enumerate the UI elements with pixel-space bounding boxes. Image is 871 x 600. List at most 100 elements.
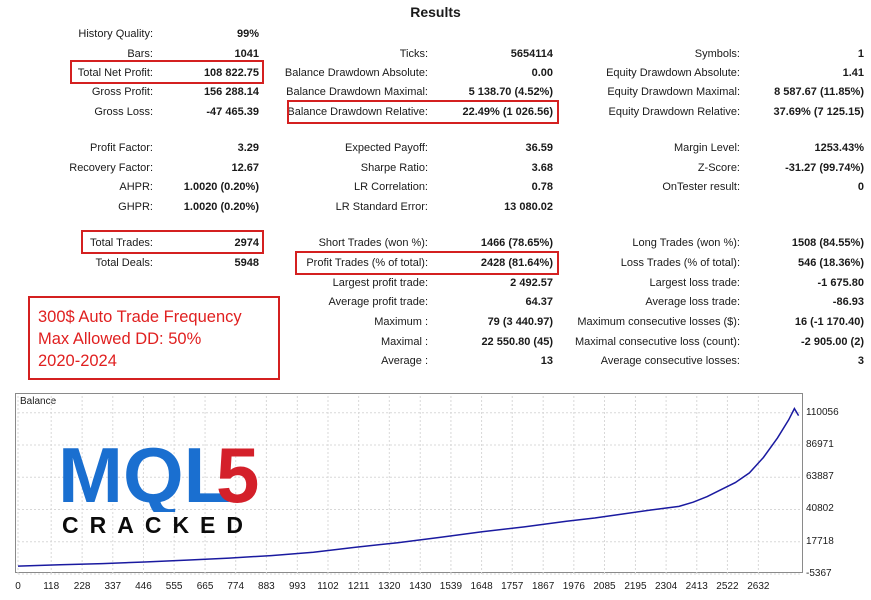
ahpr-label: AHPR:	[119, 181, 153, 193]
avg-consec-losses-value: 3	[857, 355, 864, 367]
margin-level-value: 1253.43%	[814, 142, 864, 154]
total-deals-value: 5948	[234, 257, 259, 269]
promo-line-2: Max Allowed DD: 50%	[38, 330, 202, 348]
ahpr-value: 1.0020 (0.20%)	[183, 181, 259, 193]
equity-dd-abs-value: 1.41	[842, 67, 864, 79]
x-tick-label: 2085	[593, 581, 616, 592]
equity-dd-rel-value: 37.69% (7 125.15)	[773, 106, 864, 118]
x-tick-label: 1320	[378, 581, 401, 592]
x-tick-label: 1211	[347, 581, 370, 592]
promo-box: 300$ Auto Trade Frequency Max Allowed DD…	[28, 296, 280, 380]
total-trades-label: Total Trades:	[90, 237, 153, 249]
equity-dd-max-label: Equity Drawdown Maximal:	[607, 86, 740, 98]
total-trades-value: 2974	[234, 237, 259, 249]
profit-factor-label: Profit Factor:	[90, 142, 153, 154]
max-consec-wins-label: Maximum :	[374, 316, 428, 328]
promo-line-1: 300$ Auto Trade Frequency	[38, 308, 242, 326]
maximal-consec-profit-label: Maximal :	[380, 336, 428, 348]
x-tick-label: 2413	[685, 581, 708, 592]
recovery-factor-value: 12.67	[231, 162, 259, 174]
x-tick-label: 118	[43, 581, 60, 592]
y-tick-label: 86971	[806, 438, 834, 450]
mql5-logo-text-red: 5	[216, 440, 259, 512]
total-net-profit-label: Total Net Profit:	[77, 67, 153, 79]
lr-std-error-label: LR Standard Error:	[335, 201, 428, 213]
mql5-logo-text-blue: MQL	[58, 440, 231, 512]
balance-chart-frame	[15, 393, 803, 573]
expected-payoff-label: Expected Payoff:	[345, 142, 428, 154]
history-quality-value: 99%	[236, 28, 259, 40]
balance-dd-abs-value: 0.00	[531, 67, 553, 79]
avg-consec-wins-value: 13	[540, 355, 553, 367]
largest-loss-trade-value: -1 675.80	[817, 277, 864, 289]
loss-trades-value: 546 (18.36%)	[797, 257, 864, 269]
loss-trades-label: Loss Trades (% of total):	[620, 257, 740, 269]
max-consec-losses-label: Maximum consecutive losses ($):	[577, 316, 740, 328]
mql5-logo: MQL 5	[58, 440, 259, 512]
x-tick-label: 1757	[501, 581, 524, 592]
gross-profit-label: Gross Profit:	[91, 86, 153, 98]
gross-loss-label: Gross Loss:	[94, 106, 153, 118]
chart-title: Balance	[20, 396, 57, 407]
ghpr-label: GHPR:	[118, 201, 153, 213]
max-consec-wins-value: 79 (3 440.97)	[487, 316, 553, 328]
sharpe-ratio-value: 3.68	[531, 162, 553, 174]
y-tick-label: 63887	[806, 471, 834, 483]
total-net-profit-value: 108 822.75	[203, 67, 259, 79]
balance-dd-rel-value: 22.49% (1 026.56)	[462, 106, 553, 118]
x-tick-label: 665	[196, 581, 214, 592]
short-trades-label: Short Trades (won %):	[318, 237, 428, 249]
profit-factor-value: 3.29	[237, 142, 259, 154]
balance-dd-max-label: Balance Drawdown Maximal:	[286, 86, 428, 98]
symbols-label: Symbols:	[694, 48, 740, 60]
y-tick-label: -5367	[806, 568, 832, 579]
sharpe-ratio-label: Sharpe Ratio:	[360, 162, 428, 174]
margin-level-label: Margin Level:	[673, 142, 740, 154]
profit-trades-label: Profit Trades (% of total):	[306, 257, 428, 269]
z-score-value: -31.27 (99.74%)	[785, 162, 864, 174]
promo-line-3: 2020-2024	[38, 352, 117, 370]
x-tick-label: 1867	[532, 581, 555, 592]
cracked-subtitle: CRACKED	[62, 512, 254, 538]
y-tick-label: 40802	[806, 503, 834, 515]
lr-std-error-value: 13 080.02	[504, 201, 553, 213]
expected-payoff-value: 36.59	[525, 142, 553, 154]
ticks-value: 5654114	[510, 48, 553, 60]
profit-trades-value: 2428 (81.64%)	[480, 257, 553, 269]
symbols-value: 1	[857, 48, 864, 60]
ticks-label: Ticks:	[399, 48, 428, 60]
maximal-consec-profit-value: 22 550.80 (45)	[481, 336, 553, 348]
x-tick-label: 1648	[470, 581, 493, 592]
max-consec-losses-value: 16 (-1 170.40)	[794, 316, 864, 328]
x-tick-label: 0	[15, 581, 21, 592]
balance-dd-rel-label: Balance Drawdown Relative:	[287, 106, 428, 118]
equity-dd-abs-label: Equity Drawdown Absolute:	[606, 67, 740, 79]
total-deals-label: Total Deals:	[95, 257, 153, 269]
recovery-factor-label: Recovery Factor:	[69, 162, 153, 174]
avg-profit-trade-label: Average profit trade:	[328, 296, 428, 308]
equity-dd-max-value: 8 587.67 (11.85%)	[774, 86, 864, 98]
gross-loss-value: -47 465.39	[206, 106, 259, 118]
largest-profit-trade-label: Largest profit trade:	[332, 277, 428, 289]
x-tick-label: 228	[73, 581, 91, 592]
y-tick-label: 110056	[806, 406, 839, 418]
total-trades-highlight	[81, 230, 264, 254]
total-net-profit-highlight	[70, 60, 264, 84]
long-trades-value: 1508 (84.55%)	[791, 237, 864, 249]
x-tick-label: 2632	[747, 581, 770, 592]
lr-correlation-label: LR Correlation:	[354, 181, 428, 193]
page-title: Results	[410, 4, 461, 20]
ontester-result-label: OnTester result:	[662, 181, 740, 193]
balance-series-line	[17, 407, 800, 567]
balance-dd-relative-highlight	[287, 100, 559, 124]
bars-label: Bars:	[127, 48, 153, 60]
balance-dd-max-value: 5 138.70 (4.52%)	[468, 86, 553, 98]
short-trades-value: 1466 (78.65%)	[480, 237, 553, 249]
maximal-consec-loss-value: -2 905.00 (2)	[801, 336, 864, 348]
x-tick-label: 446	[135, 581, 152, 592]
x-tick-label: 774	[227, 581, 245, 592]
x-tick-label: 1976	[562, 581, 585, 592]
ghpr-value: 1.0020 (0.20%)	[183, 201, 259, 213]
x-tick-label: 1539	[439, 581, 463, 592]
